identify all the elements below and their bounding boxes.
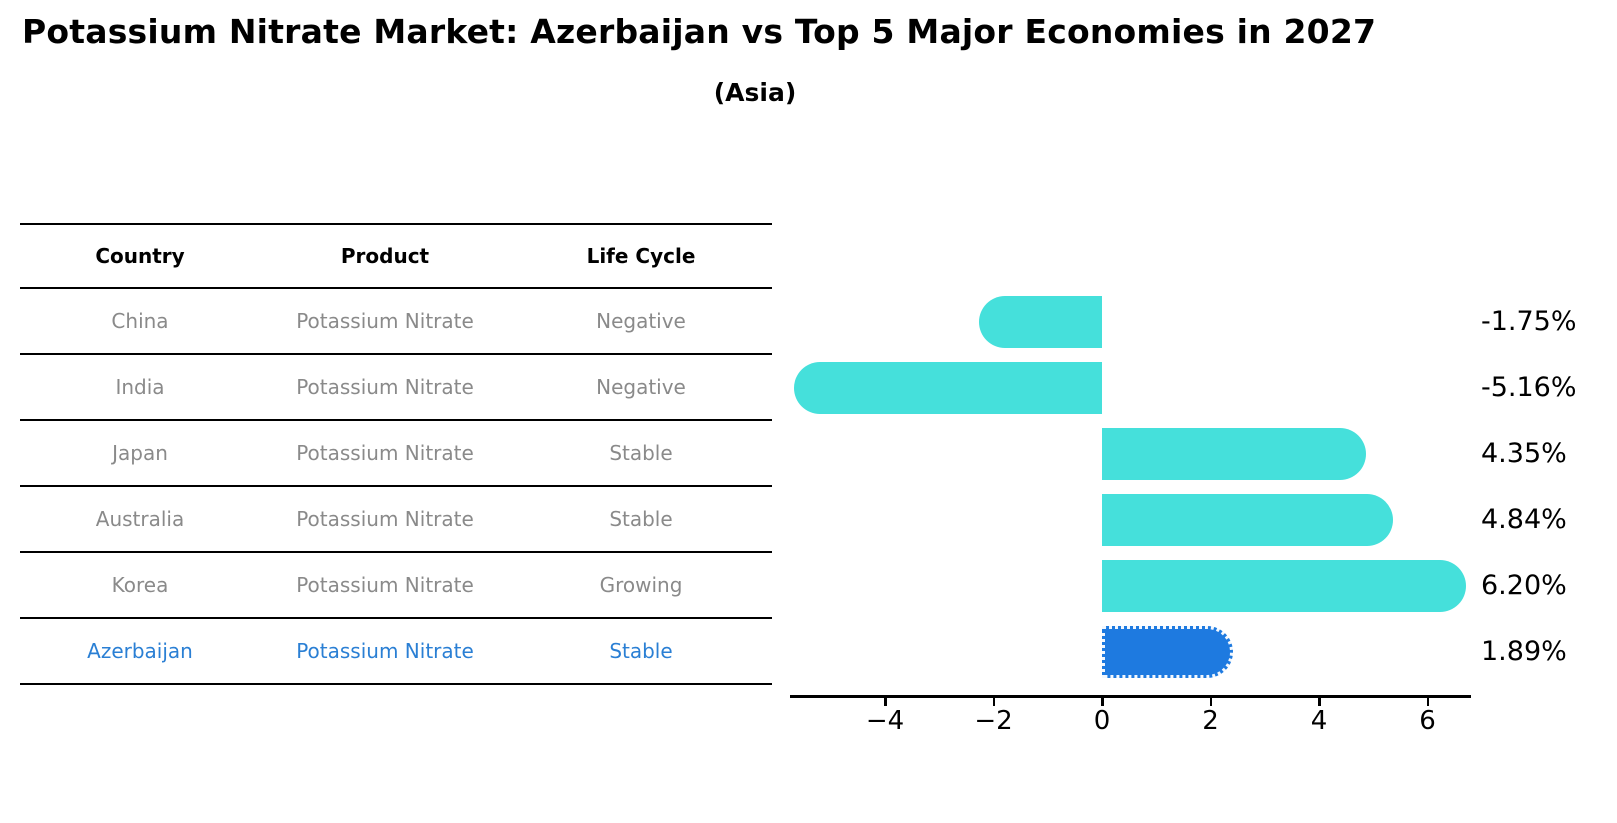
table-body: China Potassium Nitrate Negative India Potas… [20,289,772,685]
table-row: China Potassium Nitrate Negative [20,289,772,355]
cell-product: Potassium Nitrate [296,639,474,663]
cell-product: Potassium Nitrate [296,441,474,465]
x-axis-tick-label: −2 [974,706,1013,736]
cell-country: Japan [112,441,168,465]
bar-australia [1102,494,1393,546]
header-cell-product: Product [340,244,430,268]
x-axis-tick [1209,695,1212,706]
cell-product: Potassium Nitrate [296,507,474,531]
x-axis-tick [1426,695,1429,706]
value-label: 6.20% [1481,570,1567,601]
table-row: Australia Potassium Nitrate Stable [20,487,772,553]
cell-life-cycle: Negative [596,375,686,399]
cell-country: Korea [111,573,169,597]
cell-country: India [115,375,165,399]
bar-azerbaijan [1102,626,1233,678]
cell-country: China [111,309,169,333]
value-label: 4.84% [1481,504,1567,535]
x-axis-tick [1318,695,1321,706]
table-header-row: Country Product Life Cycle [20,223,772,289]
header-cell-life-cycle: Life Cycle [586,244,696,268]
x-axis-tick [992,695,995,706]
x-axis-tick [1101,695,1104,706]
bar-japan [1102,428,1366,480]
bar-korea [1102,560,1467,612]
cell-country: Azerbaijan [87,639,193,663]
x-axis-tick-label: −4 [865,706,905,736]
cell-life-cycle: Stable [609,639,673,663]
page-subtitle: (Asia) [713,78,797,107]
value-label: 1.89% [1481,636,1567,667]
cell-product: Potassium Nitrate [296,375,474,399]
table-row: Korea Potassium Nitrate Growing [20,553,772,619]
x-axis-tick-label: 6 [1419,706,1436,736]
cell-product: Potassium Nitrate [296,573,474,597]
cell-product: Potassium Nitrate [296,309,474,333]
cell-life-cycle: Growing [599,573,683,597]
cell-country: Australia [95,507,185,531]
bar-india [794,362,1102,414]
value-label: 4.35% [1481,438,1567,469]
page-title: Potassium Nitrate Market: Azerbaijan vs … [22,12,1377,51]
cell-life-cycle: Stable [609,507,673,531]
value-label: -5.16% [1481,372,1577,403]
x-axis-tick [884,695,887,706]
data-table: Country Product Life Cycle China Potassiu… [20,223,772,685]
x-axis-tick-label: 4 [1310,706,1328,736]
x-axis-tick-label: 2 [1202,706,1219,736]
cell-life-cycle: Stable [609,441,673,465]
table-row: Japan Potassium Nitrate Stable [20,421,772,487]
header-cell-country: Country [95,244,185,268]
value-label: -1.75% [1481,306,1577,337]
x-axis-tick-label: 0 [1093,706,1111,736]
cell-life-cycle: Negative [596,309,686,333]
bar-china [979,296,1102,348]
table-row: India Potassium Nitrate Negative [20,355,772,421]
x-axis-line [790,695,1471,698]
table-row: Azerbaijan Potassium Nitrate Stable [20,619,772,685]
